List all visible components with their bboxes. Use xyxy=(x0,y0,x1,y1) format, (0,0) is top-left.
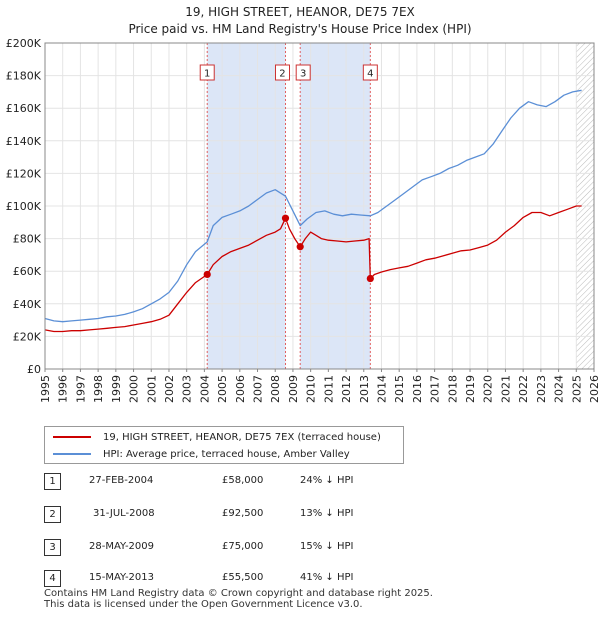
chart-subtitle: Price paid vs. HM Land Registry's House … xyxy=(128,22,472,36)
y-tick-label: £120K xyxy=(6,167,42,180)
y-tick-label: £60K xyxy=(13,265,42,278)
legend-swatch-hpi xyxy=(53,453,91,455)
y-tick-label: £80K xyxy=(13,233,42,246)
sale-label-box: 4 xyxy=(362,64,378,81)
sale-label-box: 2 xyxy=(274,64,290,81)
sale-hpi-diff: 13% ↓ HPI xyxy=(300,508,354,519)
sale-point xyxy=(281,214,290,222)
x-tick-label: 2022 xyxy=(517,375,530,403)
sale-date: 15-MAY-2013 xyxy=(89,572,155,583)
sale-date: 27-FEB-2004 xyxy=(89,475,154,486)
footer-line-1: Contains HM Land Registry data © Crown c… xyxy=(44,588,433,599)
y-tick-label: £20K xyxy=(13,330,42,343)
sale-number-badge: 3 xyxy=(44,539,61,556)
x-tick-label: 2016 xyxy=(411,375,424,403)
hpi-line xyxy=(44,89,582,323)
sale-label-text: 3 xyxy=(300,69,306,80)
x-tick-label: 2009 xyxy=(287,375,300,403)
x-tick-label: 1995 xyxy=(39,375,52,403)
x-tick-label: 2008 xyxy=(269,375,282,403)
x-tick-label: 2006 xyxy=(234,375,247,403)
x-tick-label: 1998 xyxy=(92,375,105,403)
sale-label-text: 2 xyxy=(279,69,285,80)
sale-row: 2 31-JUL-2008 £92,500 13% ↓ HPI xyxy=(0,506,600,526)
sale-price: £55,500 xyxy=(222,572,264,583)
sale-number-badge: 4 xyxy=(44,570,61,587)
sale-hpi-diff: 15% ↓ HPI xyxy=(300,541,354,552)
x-tick-label: 2015 xyxy=(393,375,406,403)
sale-point xyxy=(203,270,211,279)
chart-title: 19, HIGH STREET, HEANOR, DE75 7EX xyxy=(185,5,415,19)
sale-label-box: 1 xyxy=(199,64,215,81)
x-tick-label: 2021 xyxy=(499,375,512,403)
sale-number-badge: 1 xyxy=(44,473,61,490)
sale-row: 3 28-MAY-2009 £75,000 15% ↓ HPI xyxy=(0,539,600,559)
sale-date: 28-MAY-2009 xyxy=(89,541,155,552)
x-tick-label: 2018 xyxy=(446,375,459,403)
sale-label-frame xyxy=(362,64,378,81)
y-tick-label: £200K xyxy=(6,37,42,50)
x-tick-label: 2013 xyxy=(358,375,371,403)
sale-price: £75,000 xyxy=(222,541,264,552)
sale-number-badge: 2 xyxy=(44,506,61,523)
y-tick-label: £140K xyxy=(6,135,42,148)
x-tick-label: 2020 xyxy=(482,375,495,403)
x-tick-label: 1996 xyxy=(57,375,70,403)
x-tick-label: 2012 xyxy=(340,375,353,403)
property-price-line xyxy=(44,205,582,333)
sale-label-frame xyxy=(295,64,311,81)
sale-hpi-diff: 24% ↓ HPI xyxy=(300,475,354,486)
x-tick-label: 2001 xyxy=(145,375,158,403)
sale-label-box: 3 xyxy=(295,64,311,81)
legend-label-hpi: HPI: Average price, terraced house, Ambe… xyxy=(103,448,350,460)
x-tick-label: 2007 xyxy=(252,375,265,403)
legend-entry-hpi: HPI: Average price, terraced house, Ambe… xyxy=(53,446,350,462)
chart-legend: 19, HIGH STREET, HEANOR, DE75 7EX (terra… xyxy=(44,426,404,464)
legend-label-property: 19, HIGH STREET, HEANOR, DE75 7EX (terra… xyxy=(103,431,381,443)
x-tick-label: 2026 xyxy=(588,375,600,403)
footer-line-2: This data is licensed under the Open Gov… xyxy=(44,599,363,610)
legend-swatch-property xyxy=(53,436,91,438)
y-tick-label: £160K xyxy=(6,102,42,115)
legend-entry-property: 19, HIGH STREET, HEANOR, DE75 7EX (terra… xyxy=(53,429,381,445)
y-tick-label: £100K xyxy=(6,200,42,213)
x-tick-label: 2019 xyxy=(464,375,477,403)
price-chart: 1 2 3 4 £0 £20K £40K £60K £80K £100K £120K £140K £1… xyxy=(6,37,600,403)
x-tick-label: 2024 xyxy=(553,375,566,403)
sale-hpi-diff: 41% ↓ HPI xyxy=(300,572,354,583)
sale-row: 4 15-MAY-2013 £55,500 41% ↓ HPI xyxy=(0,570,600,590)
sale-label-frame xyxy=(274,64,290,81)
sale-date: 31-JUL-2008 xyxy=(93,508,155,519)
sale-price: £58,000 xyxy=(222,475,264,486)
sale-price: £92,500 xyxy=(222,508,264,519)
x-tick-label: 1997 xyxy=(74,375,87,403)
x-tick-label: 2003 xyxy=(181,375,194,403)
x-tick-label: 1999 xyxy=(110,375,123,403)
footer-attribution: Contains HM Land Registry data © Crown c… xyxy=(44,588,433,610)
x-tick-label: 2005 xyxy=(216,375,229,403)
x-tick-label: 2014 xyxy=(375,375,388,403)
x-tick-label: 2017 xyxy=(429,375,442,403)
sale-row: 1 27-FEB-2004 £58,000 24% ↓ HPI xyxy=(0,473,600,493)
sale-point xyxy=(296,243,304,251)
x-tick-label: 2011 xyxy=(322,375,335,403)
sale-label-text: 4 xyxy=(367,69,373,80)
sale-label-frame xyxy=(199,64,215,81)
y-tick-label: £180K xyxy=(6,70,42,83)
sale-point xyxy=(366,274,374,283)
sale-label-text: 1 xyxy=(204,69,210,80)
x-tick-label: 2004 xyxy=(198,375,211,403)
x-tick-label: 2002 xyxy=(163,375,176,403)
x-tick-label: 2025 xyxy=(570,375,583,403)
y-tick-label: £0 xyxy=(27,363,41,376)
y-tick-label: £40K xyxy=(13,298,42,311)
x-tick-label: 2023 xyxy=(535,375,548,403)
x-tick-label: 2000 xyxy=(128,375,141,403)
x-tick-label: 2010 xyxy=(305,375,318,403)
plot-frame xyxy=(44,42,595,370)
